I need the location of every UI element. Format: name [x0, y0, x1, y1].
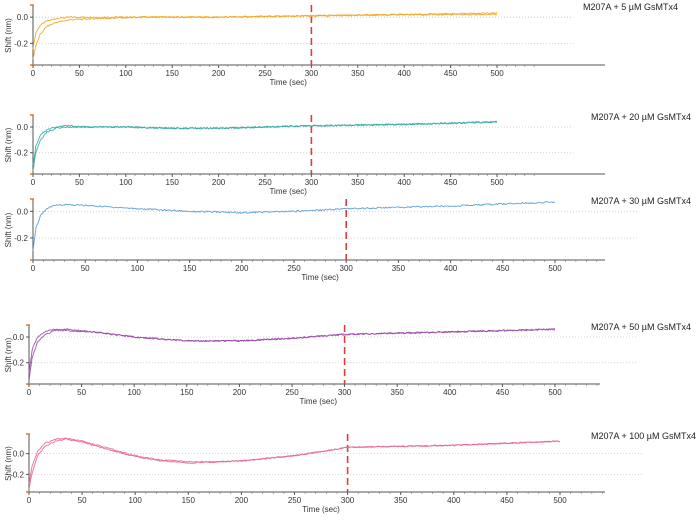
- y-tick-label: -0.2: [14, 149, 28, 158]
- y-axis-title: Shift (nm): [4, 446, 13, 481]
- chart-title: M207A + 5 µM GsMTx4: [583, 2, 678, 12]
- y-tick-label: -0.2: [10, 470, 24, 479]
- x-tick-label: 350: [391, 388, 405, 397]
- x-tick-label: 450: [444, 178, 458, 187]
- x-tick-label: 500: [490, 69, 504, 78]
- x-tick-label: 300: [305, 178, 319, 187]
- x-tick-label: 400: [443, 388, 457, 397]
- x-tick-label: 300: [305, 69, 319, 78]
- chart-title: M207A + 50 µM GsMTx4: [591, 322, 691, 332]
- x-tick-label: 150: [183, 264, 197, 273]
- x-tick-label: 150: [166, 69, 180, 78]
- x-tick-label: 50: [81, 264, 90, 273]
- chart-panel: 0.0 -0.2 0 50 100 150 200 250 300 350 400 450 500 Tim…: [4, 196, 691, 282]
- x-tick-label: 200: [235, 496, 249, 505]
- x-axis-title: Time (sec): [301, 273, 339, 282]
- y-tick-label: 0.0: [17, 207, 29, 216]
- x-tick-label: 500: [548, 388, 562, 397]
- x-tick-label: 400: [447, 496, 461, 505]
- x-tick-label: 0: [31, 264, 36, 273]
- x-tick-label: 400: [444, 264, 458, 273]
- x-tick-label: 50: [78, 496, 87, 505]
- x-tick-label: 150: [166, 178, 180, 187]
- chart-panel: 0.0 -0.2 0 50 100 150 200 250 300 350 400 450 500 Tim…: [4, 431, 696, 514]
- x-tick-label: 200: [212, 69, 226, 78]
- x-tick-label: 300: [338, 388, 352, 397]
- x-tick-label: 250: [288, 496, 302, 505]
- x-tick-label: 250: [258, 69, 272, 78]
- series-line: [32, 120, 498, 172]
- x-tick-label: 350: [351, 178, 365, 187]
- x-tick-label: 400: [398, 69, 412, 78]
- y-tick-label: -0.2: [14, 234, 28, 243]
- series-line: [28, 328, 556, 374]
- y-tick-label: 0.0: [13, 333, 25, 342]
- x-tick-label: 250: [258, 178, 272, 187]
- x-tick-label: 150: [182, 496, 196, 505]
- x-tick-label: 150: [180, 388, 194, 397]
- x-tick-label: 500: [553, 496, 567, 505]
- x-tick-label: 100: [129, 496, 143, 505]
- x-tick-label: 0: [31, 69, 36, 78]
- x-tick-label: 300: [341, 496, 355, 505]
- x-tick-label: 400: [398, 178, 412, 187]
- x-tick-label: 0: [27, 496, 32, 505]
- x-tick-label: 500: [490, 178, 504, 187]
- series-line: [32, 201, 556, 251]
- y-tick-label: 0.0: [17, 123, 29, 132]
- y-tick-label: 0.0: [13, 450, 25, 459]
- x-tick-label: 100: [131, 264, 145, 273]
- x-tick-label: 100: [119, 178, 133, 187]
- x-tick-label: 350: [392, 264, 406, 273]
- x-tick-label: 450: [496, 388, 510, 397]
- x-tick-label: 450: [500, 496, 514, 505]
- x-tick-label: 250: [285, 388, 299, 397]
- y-axis-title: Shift (nm): [4, 127, 13, 162]
- x-tick-label: 200: [212, 178, 226, 187]
- chart-panel: 0.0 -0.2 0 50 100 150 200 250 300 350 400 450 500 Tim…: [4, 2, 678, 87]
- y-tick-label: 0.0: [17, 13, 29, 22]
- chart-title: M207A + 30 µM GsMTx4: [591, 196, 691, 206]
- series-line: [28, 438, 561, 490]
- x-axis-title: Time (sec): [302, 505, 340, 514]
- x-axis-title: Time (sec): [269, 187, 307, 196]
- y-tick-label: -0.2: [14, 39, 28, 48]
- chart-panel: 0.0 -0.2 0 50 100 150 200 250 300 350 400 450 500 Tim…: [4, 322, 691, 406]
- y-axis-title: Shift (nm): [4, 212, 13, 247]
- x-tick-label: 200: [233, 388, 247, 397]
- x-axis-title: Time (sec): [269, 78, 307, 87]
- series-line: [28, 328, 556, 382]
- x-tick-label: 500: [548, 264, 562, 273]
- x-tick-label: 100: [119, 69, 133, 78]
- chart-title: M207A + 20 µM GsMTx4: [591, 112, 691, 122]
- x-tick-label: 200: [235, 264, 249, 273]
- x-tick-label: 350: [394, 496, 408, 505]
- x-tick-label: 0: [31, 178, 36, 187]
- y-axis-title: Shift (nm): [4, 337, 13, 372]
- x-tick-label: 50: [75, 178, 84, 187]
- x-tick-label: 50: [75, 69, 84, 78]
- x-tick-label: 450: [496, 264, 510, 273]
- x-axis-title: Time (sec): [300, 397, 338, 406]
- x-tick-label: 0: [27, 388, 32, 397]
- x-tick-label: 300: [340, 264, 354, 273]
- chart-panel: 0.0 -0.2 0 50 100 150 200 250 300 350 400 450 500 Tim…: [4, 112, 691, 196]
- y-tick-label: -0.2: [10, 359, 24, 368]
- x-tick-label: 50: [77, 388, 86, 397]
- x-tick-label: 100: [128, 388, 142, 397]
- y-axis-title: Shift (nm): [4, 18, 13, 53]
- chart-title: M207A + 100 µM GsMTx4: [591, 431, 696, 441]
- series-line: [32, 13, 498, 60]
- x-tick-label: 250: [287, 264, 301, 273]
- x-tick-label: 450: [444, 69, 458, 78]
- x-tick-label: 350: [351, 69, 365, 78]
